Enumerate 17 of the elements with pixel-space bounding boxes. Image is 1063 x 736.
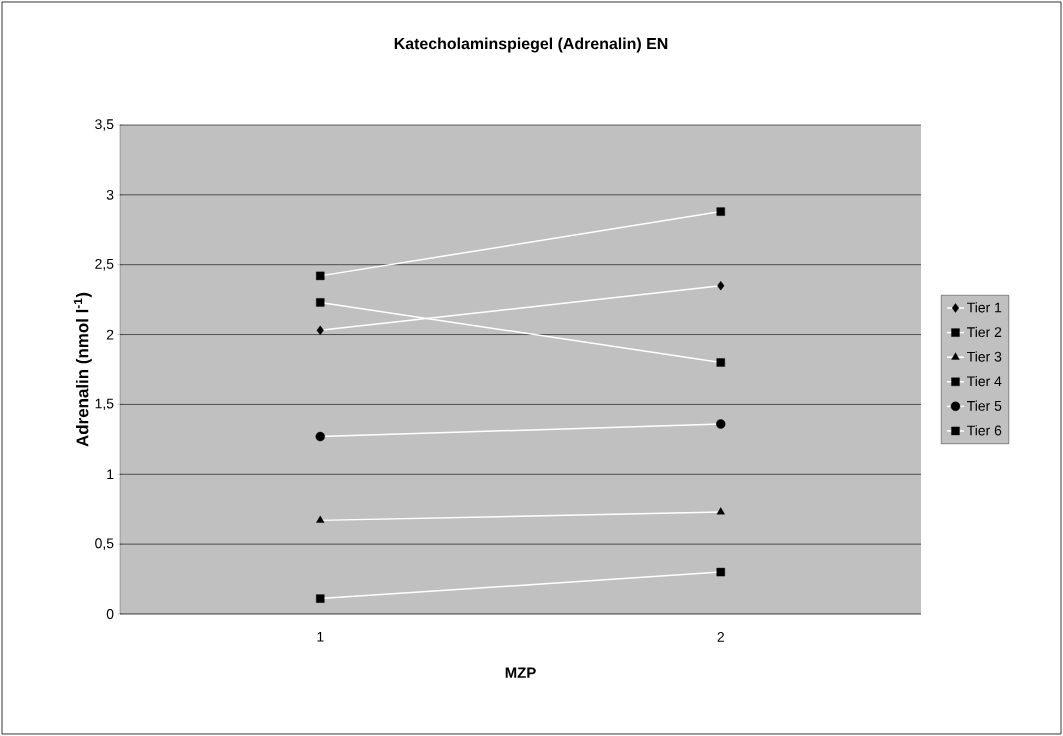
legend-label: Tier 1: [967, 302, 1002, 313]
chart-title: Katecholaminspiegel (Adrenalin) EN: [394, 37, 668, 53]
legend-label: Tier 6: [967, 425, 1002, 436]
legend-label: Tier 2: [967, 326, 1002, 338]
y-axis-title: Adrenalin (nmol l$^{-1}$): [73, 292, 92, 447]
y-tick-label: 1: [107, 469, 114, 480]
y-tick-label: 3,5: [95, 119, 114, 131]
x-axis-title: MZP: [505, 667, 536, 678]
y-tick-label: 0: [106, 609, 114, 619]
legend-label: Tier 4: [967, 375, 1002, 387]
y-tick-label: 2: [106, 329, 114, 340]
y-tick-label: 3: [106, 189, 114, 200]
y-tick-label: 1,5: [95, 398, 114, 411]
legend-label: Tier 3: [967, 351, 1002, 362]
y-tick-label: 2,5: [95, 258, 114, 271]
legend-label: Tier 5: [967, 400, 1002, 411]
y-tick-label: 0,5: [95, 538, 114, 550]
